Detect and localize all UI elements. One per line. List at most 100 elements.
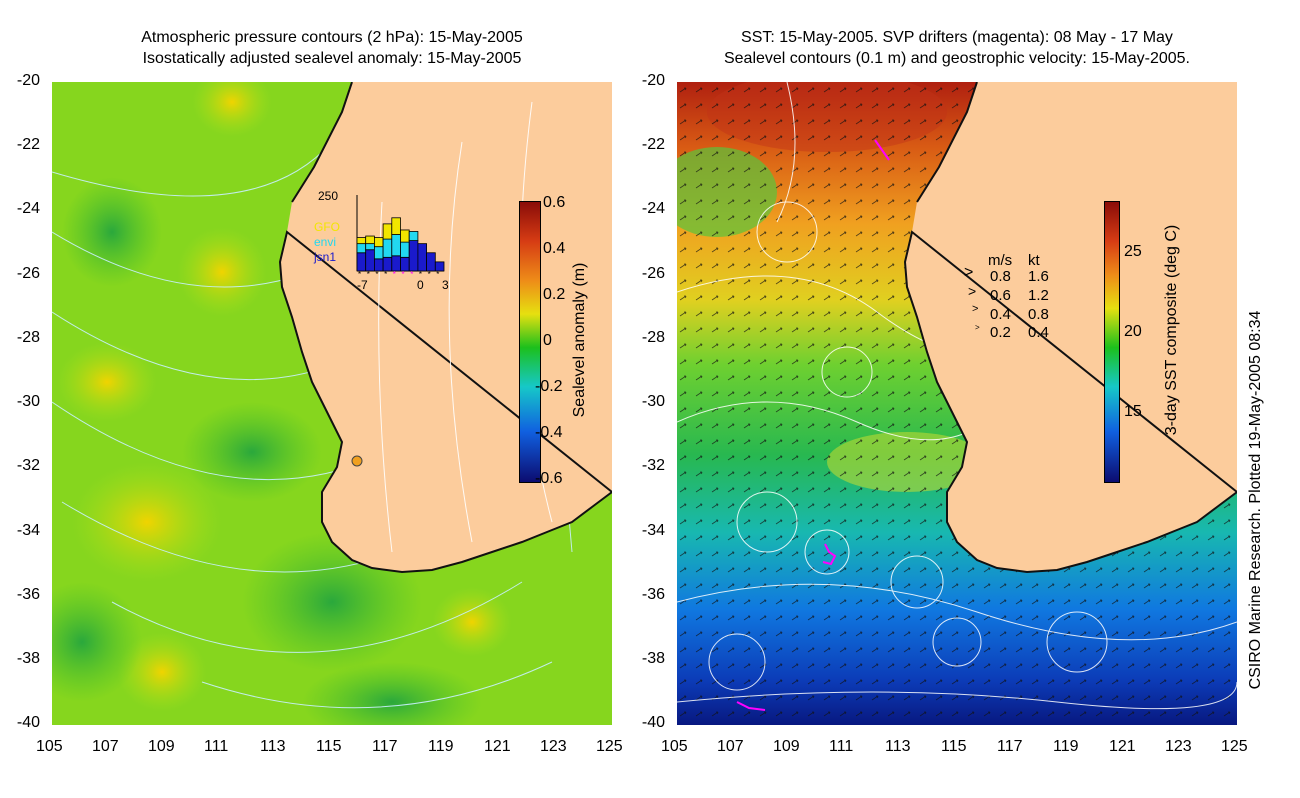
left-title-line1: Atmospheric pressure contours (2 hPa): 1… [141, 29, 523, 46]
right-x-tick: 105 [661, 738, 688, 755]
velocity-legend-kt: 0.8 [1028, 306, 1049, 323]
right-y-tick: -28 [641, 329, 665, 346]
histogram-bar-jsn1 [400, 256, 410, 272]
histogram-day-marker: * [375, 270, 378, 279]
arrow-icon: > [975, 323, 980, 332]
left-x-tick: 113 [260, 738, 286, 755]
left-x-tick: 119 [428, 738, 454, 755]
right-x-tick: 109 [773, 738, 800, 755]
right-x-axis: 105 107 109 111 113 115 117 119 121 123 … [655, 738, 1255, 760]
left-y-tick: -38 [16, 650, 40, 667]
histogram-bar-jsn1 [382, 256, 393, 272]
histogram-bar-jsn1 [434, 261, 445, 272]
histogram-x-tick: 0 [417, 278, 424, 292]
histogram-bar-envi [374, 246, 384, 260]
left-cbar-label: Sealevel anomaly (m) [571, 262, 588, 418]
legend-envi: envi [314, 235, 336, 249]
left-y-tick: -36 [16, 586, 40, 603]
right-cbar-tick: 15 [1124, 403, 1142, 420]
left-cbar-tick: -0.4 [535, 424, 563, 441]
left-cbar-tick: -0.2 [535, 378, 563, 395]
histogram-bar-gfo [391, 217, 401, 235]
histogram-bar-jsn1 [391, 255, 401, 272]
left-x-axis: 105 107 109 111 113 115 117 119 121 123 … [30, 738, 630, 760]
velocity-legend-kt: 1.2 [1028, 287, 1049, 304]
arrow-icon: > [968, 283, 977, 299]
right-x-tick: 107 [717, 738, 744, 755]
left-cbar-tick: -0.6 [535, 470, 563, 487]
left-y-tick: -24 [16, 200, 40, 217]
left-y-tick: -32 [16, 457, 40, 474]
satellite-histogram: 250 * * * * * * * * * * GFO envi jsn1 -7 0 3 [313, 189, 449, 292]
histogram-day-marker: * [358, 270, 361, 279]
histogram-bar-gfo [365, 235, 375, 245]
right-x-tick: 125 [1221, 738, 1248, 755]
histogram-bar-envi [408, 231, 419, 241]
station-marker [351, 455, 363, 467]
histogram-bar-jsn1 [356, 252, 367, 272]
histogram-bar-envi [391, 234, 401, 257]
histogram-day-marker: * [419, 270, 422, 279]
legend-gfo: GFO [314, 220, 340, 234]
left-x-tick: 105 [36, 738, 63, 755]
velocity-legend-ms: 0.8 [990, 268, 1011, 285]
histogram-bar-jsn1 [365, 249, 375, 272]
histogram-x-tick: 3 [442, 278, 449, 292]
histogram-day-marker: * [436, 270, 439, 279]
histogram-bar-gfo [382, 223, 393, 240]
left-cbar-tick: 0.2 [543, 286, 566, 303]
right-y-tick: -30 [641, 393, 665, 410]
arrow-icon: > [972, 303, 979, 315]
left-colorbar [519, 201, 541, 483]
histogram-x-tick: -7 [357, 278, 368, 292]
right-y-tick: -22 [641, 136, 665, 153]
right-y-axis: -20 -22 -24 -26 -28 -30 -32 -34 -36 -38 … [625, 72, 673, 736]
legend-jsn1: jsn1 [313, 250, 336, 264]
velocity-legend-ms: 0.6 [990, 287, 1011, 304]
right-y-tick: -34 [641, 522, 665, 539]
histogram-bar-gfo [374, 237, 384, 248]
credit-text: CSIRO Marine Research. Plotted 19-May-20… [1247, 310, 1264, 690]
left-x-tick: 117 [372, 738, 398, 755]
left-x-tick: 111 [204, 738, 229, 755]
right-x-tick: 123 [1165, 738, 1192, 755]
right-x-tick: 115 [941, 738, 967, 755]
left-cbar-tick: 0.6 [543, 194, 566, 211]
left-y-tick: -22 [16, 136, 40, 153]
left-title-line2: Isostatically adjusted sealevel anomaly:… [142, 50, 522, 67]
left-x-tick: 109 [148, 738, 175, 755]
right-y-tick: -38 [641, 650, 665, 667]
right-cbar-tick: 25 [1124, 243, 1142, 260]
histogram-day-marker: * [367, 270, 370, 279]
velocity-legend-ms-header: m/s [988, 252, 1013, 269]
svp-drifter-tracks [736, 139, 890, 711]
left-y-tick: -26 [16, 265, 40, 282]
right-y-tick: -32 [641, 457, 665, 474]
histogram-day-marker: * [402, 270, 405, 279]
histogram-bar-jsn1 [426, 252, 436, 272]
histogram-bar-gfo [400, 229, 410, 243]
right-land [905, 82, 1237, 572]
histogram-bar-envi [400, 241, 410, 258]
left-x-tick: 121 [484, 738, 511, 755]
left-y-tick: -30 [16, 393, 40, 410]
left-land [280, 82, 612, 572]
right-y-tick: -20 [641, 72, 665, 89]
histogram-day-marker: * [410, 270, 413, 279]
left-cbar-tick: 0 [543, 332, 552, 349]
right-cbar-label: 3-day SST composite (deg C) [1163, 224, 1180, 436]
right-x-tick: 119 [1053, 738, 1079, 755]
left-y-axis: -20 -22 -24 -26 -28 -30 -32 -34 -36 -38 … [0, 72, 48, 736]
right-cbar-tick: 20 [1124, 323, 1142, 340]
right-y-tick: -40 [641, 714, 665, 731]
left-x-tick: 107 [92, 738, 119, 755]
right-y-tick: -24 [641, 200, 665, 217]
histogram-bar-envi [382, 238, 393, 258]
histogram-day-marker: * [428, 270, 431, 279]
left-y-tick: -20 [16, 72, 40, 89]
right-y-tick: -36 [641, 586, 665, 603]
right-x-tick: 121 [1109, 738, 1136, 755]
histogram-bar-envi [356, 243, 367, 254]
velocity-legend-ms: 0.4 [990, 306, 1011, 323]
velocity-legend-kt: 0.4 [1028, 324, 1049, 341]
